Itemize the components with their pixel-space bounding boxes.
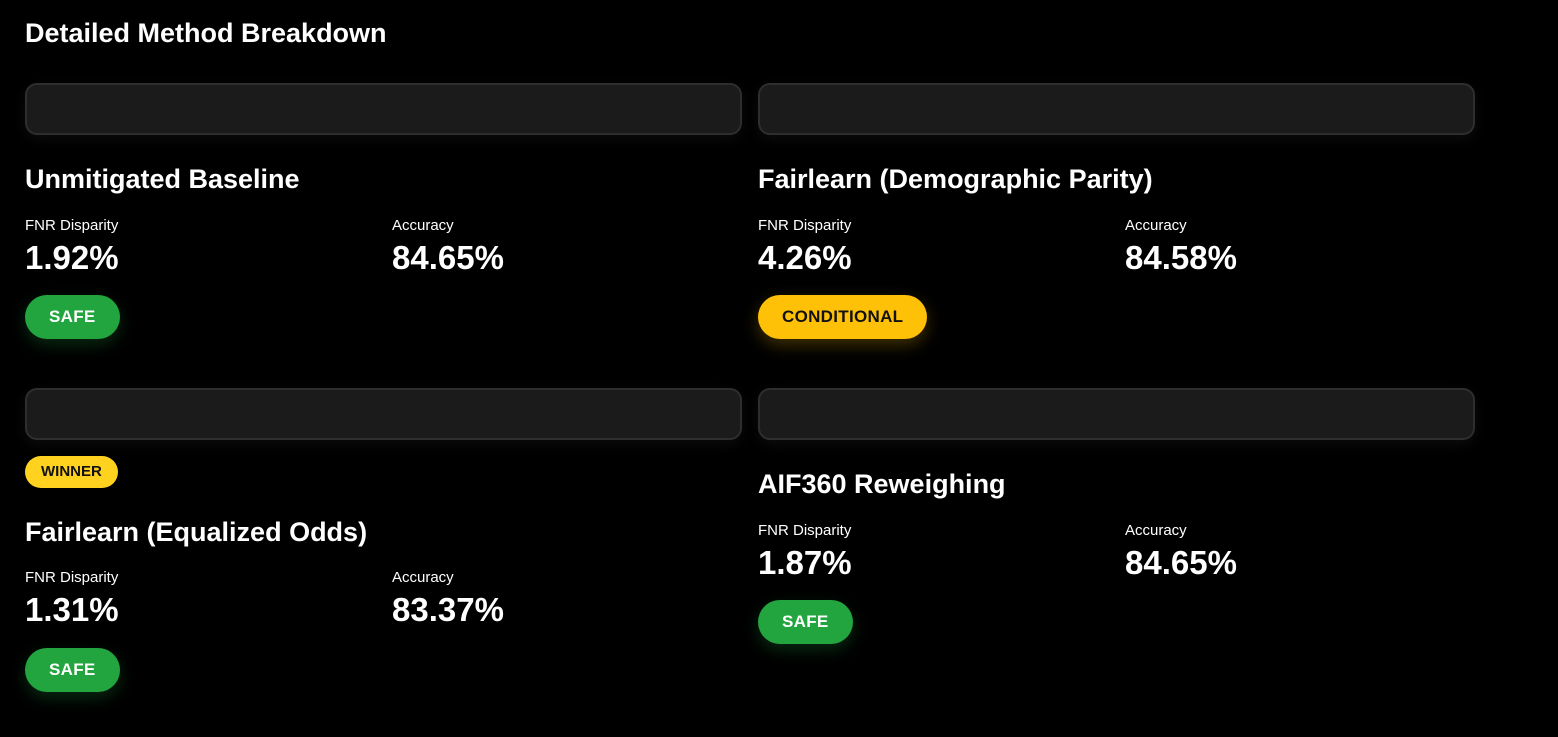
card-header-bar bbox=[25, 388, 742, 440]
section-title: Detailed Method Breakdown bbox=[25, 18, 387, 48]
fnr-disparity-value: 4.26% bbox=[758, 239, 852, 276]
card-header-bar bbox=[758, 388, 1475, 440]
method-card-fairlearn-equalized-odds: WINNER Fairlearn (Equalized Odds) FNR Di… bbox=[25, 388, 742, 698]
fnr-disparity-label: FNR Disparity bbox=[758, 217, 852, 234]
method-title: Fairlearn (Equalized Odds) bbox=[25, 517, 368, 547]
fnr-disparity-metric: FNR Disparity 1.92% bbox=[25, 217, 119, 277]
status-badge-safe: SAFE bbox=[25, 648, 120, 692]
status-badge-safe: SAFE bbox=[25, 295, 120, 339]
method-card-aif360-reweighing: AIF360 Reweighing FNR Disparity 1.87% Ac… bbox=[758, 388, 1475, 648]
winner-badge: WINNER bbox=[25, 456, 118, 488]
fnr-disparity-label: FNR Disparity bbox=[25, 217, 119, 234]
fnr-disparity-value: 1.87% bbox=[758, 544, 852, 581]
fnr-disparity-metric: FNR Disparity 4.26% bbox=[758, 217, 852, 277]
accuracy-metric: Accuracy 84.58% bbox=[1125, 217, 1237, 277]
accuracy-metric: Accuracy 84.65% bbox=[1125, 522, 1237, 582]
status-badge-safe: SAFE bbox=[758, 600, 853, 644]
fnr-disparity-value: 1.92% bbox=[25, 239, 119, 276]
method-title: Fairlearn (Demographic Parity) bbox=[758, 164, 1153, 194]
method-title: Unmitigated Baseline bbox=[25, 164, 300, 194]
accuracy-value: 83.37% bbox=[392, 591, 504, 628]
accuracy-value: 84.65% bbox=[392, 239, 504, 276]
accuracy-metric: Accuracy 83.37% bbox=[392, 569, 504, 629]
fnr-disparity-metric: FNR Disparity 1.31% bbox=[25, 569, 119, 629]
accuracy-label: Accuracy bbox=[1125, 522, 1187, 539]
status-badge-conditional: CONDITIONAL bbox=[758, 295, 928, 339]
accuracy-value: 84.65% bbox=[1125, 544, 1237, 581]
fnr-disparity-label: FNR Disparity bbox=[758, 522, 852, 539]
card-header-bar bbox=[25, 83, 742, 135]
accuracy-label: Accuracy bbox=[1125, 217, 1187, 234]
accuracy-label: Accuracy bbox=[392, 569, 454, 586]
card-header-bar bbox=[758, 83, 1475, 135]
accuracy-value: 84.58% bbox=[1125, 239, 1237, 276]
fnr-disparity-metric: FNR Disparity 1.87% bbox=[758, 522, 852, 582]
fnr-disparity-label: FNR Disparity bbox=[25, 569, 119, 586]
method-card-fairlearn-demographic-parity: Fairlearn (Demographic Parity) FNR Dispa… bbox=[758, 83, 1475, 343]
accuracy-metric: Accuracy 84.65% bbox=[392, 217, 504, 277]
method-card-unmitigated-baseline: Unmitigated Baseline FNR Disparity 1.92%… bbox=[25, 83, 742, 343]
fnr-disparity-value: 1.31% bbox=[25, 591, 119, 628]
accuracy-label: Accuracy bbox=[392, 217, 454, 234]
method-title: AIF360 Reweighing bbox=[758, 469, 1006, 499]
